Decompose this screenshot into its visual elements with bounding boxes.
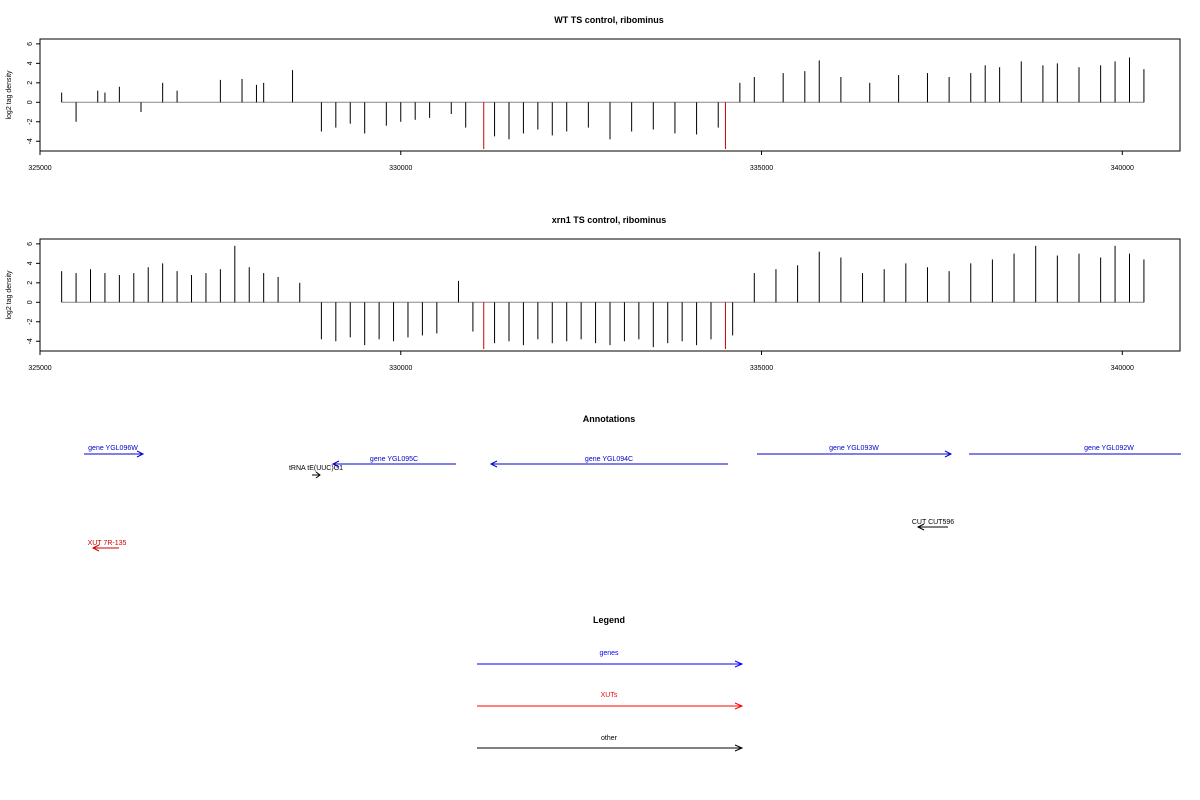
xrn1-panel-title: xrn1 TS control, ribominus xyxy=(552,215,667,225)
annotation-label: gene YGL096W xyxy=(88,445,138,452)
annotations-title: Annotations xyxy=(583,414,636,424)
legend-item-genes: genes xyxy=(477,650,744,668)
y-tick-label: 6 xyxy=(27,242,34,246)
y-tick-label: 4 xyxy=(27,61,34,65)
xrn1-y-axis-label: log2 tag density xyxy=(6,270,13,320)
annotation-label: CUT CUT596 xyxy=(912,519,954,526)
y-tick-label: 4 xyxy=(27,261,34,265)
annotation-gene-ygl096w: gene YGL096W xyxy=(84,445,145,458)
annotation-label: XUT 7R-135 xyxy=(88,540,127,547)
annotation-gene-ygl094c: gene YGL094C xyxy=(489,456,728,468)
annotation-label: gene YGL092W xyxy=(1084,445,1134,452)
xrn1-density-bars xyxy=(61,245,1145,350)
wt-density-panel: WT TS control, ribominus log2 tag densit… xyxy=(6,15,1181,172)
xrn1-plot-frame xyxy=(39,238,1181,352)
y-tick-label: -2 xyxy=(27,319,34,325)
y-tick-label: 0 xyxy=(27,300,34,304)
x-tick-label: 330000 xyxy=(389,165,412,172)
wt-density-bars xyxy=(61,57,1145,150)
annotation-xut-7r-135: XUT 7R-135 xyxy=(88,540,127,552)
x-tick-label: 335000 xyxy=(750,165,773,172)
annotation-gene-ygl093w: gene YGL093W xyxy=(757,445,953,458)
legend-title: Legend xyxy=(593,615,625,625)
annotation-cut-cut596: CUT CUT596 xyxy=(912,519,954,531)
wt-plot-frame xyxy=(39,38,1181,152)
legend-label: other xyxy=(601,735,618,742)
annotation-label: gene YGL093W xyxy=(829,445,879,452)
y-tick-label: 0 xyxy=(27,100,34,104)
annotation-gene-ygl092w: gene YGL092W xyxy=(969,445,1181,455)
x-tick-label: 335000 xyxy=(750,365,773,372)
y-tick-label: 2 xyxy=(27,81,34,85)
y-tick-label: -2 xyxy=(27,119,34,125)
y-tick-label: -4 xyxy=(27,338,34,344)
x-tick-label: 330000 xyxy=(389,365,412,372)
annotation-label: gene YGL094C xyxy=(585,456,633,463)
wt-panel-title: WT TS control, ribominus xyxy=(554,15,664,25)
y-tick-label: 2 xyxy=(27,281,34,285)
annotation-trna-te-uuc-g1: tRNA tE(UUC)G1 xyxy=(289,465,343,479)
legend-panel: Legend genes XUTs other xyxy=(477,615,744,752)
annotation-label: tRNA tE(UUC)G1 xyxy=(289,465,343,472)
xrn1-axis-ticks: -4 -2 0 2 4 6 325000 330000 335000 340000 xyxy=(27,242,1134,372)
y-tick-label: 6 xyxy=(27,42,34,46)
x-tick-label: 340000 xyxy=(1111,365,1134,372)
legend-item-other: other xyxy=(477,735,744,752)
wt-y-axis-label: log2 tag density xyxy=(6,70,13,120)
annotation-label: gene YGL095C xyxy=(370,456,418,463)
xrn1-density-panel: xrn1 TS control, ribominus log2 tag dens… xyxy=(6,215,1181,372)
wt-axis-ticks: -4 -2 0 2 4 6 325000 330000 335000 340000 xyxy=(27,42,1134,172)
x-tick-label: 325000 xyxy=(28,165,51,172)
annotations-panel: Annotations gene YGL096W tRNA tE(UUC)G1 … xyxy=(84,414,1181,552)
legend-label: genes xyxy=(599,650,619,657)
x-tick-label: 340000 xyxy=(1111,165,1134,172)
legend-label: XUTs xyxy=(601,692,618,699)
annotation-gene-ygl095c: gene YGL095C xyxy=(331,456,456,468)
y-tick-label: -4 xyxy=(27,138,34,144)
legend-item-xuts: XUTs xyxy=(477,692,744,710)
x-tick-label: 325000 xyxy=(28,365,51,372)
